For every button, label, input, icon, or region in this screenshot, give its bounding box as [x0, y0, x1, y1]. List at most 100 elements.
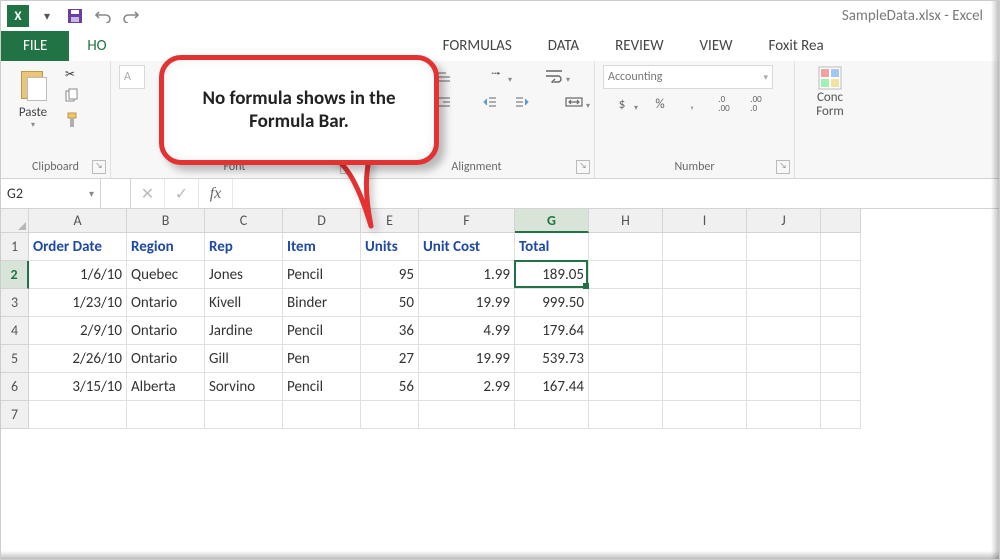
row-header[interactable]: 2 — [1, 261, 29, 289]
wrap-text-icon[interactable] — [535, 65, 573, 87]
cell[interactable] — [589, 261, 663, 289]
tab-foxit[interactable]: Foxit Rea — [751, 31, 842, 61]
cell[interactable]: Rep — [205, 233, 283, 261]
column-header[interactable] — [821, 209, 861, 233]
row-header[interactable]: 3 — [1, 289, 29, 317]
cell[interactable] — [663, 261, 747, 289]
tab-review[interactable]: REVIEW — [597, 31, 681, 61]
save-icon[interactable] — [61, 4, 89, 28]
tab-home[interactable]: HO — [69, 31, 124, 61]
cell[interactable]: Order Date — [29, 233, 127, 261]
cell[interactable] — [747, 401, 821, 429]
font-icon[interactable]: A — [119, 65, 145, 89]
cell[interactable]: Binder — [283, 289, 361, 317]
cell[interactable]: 95 — [361, 261, 419, 289]
cell[interactable]: 19.99 — [419, 345, 515, 373]
column-header[interactable]: G — [515, 209, 589, 233]
cell[interactable]: 19.99 — [419, 289, 515, 317]
cell[interactable]: 179.64 — [515, 317, 589, 345]
cell[interactable]: 999.50 — [515, 289, 589, 317]
number-format-select[interactable]: Accounting ▾ — [603, 65, 773, 89]
cell[interactable]: Ontario — [127, 345, 205, 373]
cell[interactable] — [589, 317, 663, 345]
tab-data[interactable]: DATA — [530, 31, 597, 61]
cell[interactable] — [205, 401, 283, 429]
cell[interactable]: Ontario — [127, 289, 205, 317]
cell[interactable] — [589, 289, 663, 317]
clipboard-launcher-icon[interactable]: ↘ — [92, 160, 106, 174]
cell[interactable] — [663, 289, 747, 317]
format-painter-icon[interactable] — [65, 112, 79, 132]
cell[interactable]: 50 — [361, 289, 419, 317]
column-header[interactable]: A — [29, 209, 127, 233]
cell[interactable]: Pencil — [283, 373, 361, 401]
cell[interactable] — [821, 317, 861, 345]
orientation-icon[interactable]: ⭬ — [477, 65, 515, 87]
cell[interactable]: 539.73 — [515, 345, 589, 373]
cell[interactable]: 1.99 — [419, 261, 515, 289]
cell[interactable]: 167.44 — [515, 373, 589, 401]
cell[interactable]: Kivell — [205, 289, 283, 317]
cell[interactable]: Quebec — [127, 261, 205, 289]
cell[interactable] — [747, 345, 821, 373]
cell[interactable]: 2/9/10 — [29, 317, 127, 345]
cell[interactable] — [283, 401, 361, 429]
cell[interactable] — [663, 401, 747, 429]
cell[interactable] — [747, 233, 821, 261]
select-all-corner[interactable] — [1, 209, 29, 233]
paste-dropdown-icon[interactable]: ▾ — [31, 120, 35, 130]
row-header[interactable]: 1 — [1, 233, 29, 261]
cell[interactable] — [589, 401, 663, 429]
cell[interactable] — [821, 261, 861, 289]
cell[interactable] — [821, 373, 861, 401]
row-header[interactable]: 4 — [1, 317, 29, 345]
cell[interactable]: Pencil — [283, 317, 361, 345]
cell[interactable]: Unit Cost — [419, 233, 515, 261]
increase-decimal-icon[interactable]: .0.00 — [711, 93, 737, 115]
cancel-icon[interactable]: ✕ — [131, 179, 165, 208]
cell[interactable] — [663, 373, 747, 401]
cell[interactable]: Jardine — [205, 317, 283, 345]
decrease-indent-icon[interactable] — [477, 91, 503, 113]
cell[interactable]: 1/23/10 — [29, 289, 127, 317]
undo-icon[interactable] — [89, 4, 117, 28]
percent-style-icon[interactable]: % — [647, 93, 673, 115]
cell[interactable] — [515, 401, 589, 429]
cell[interactable]: 36 — [361, 317, 419, 345]
cell[interactable]: 4.99 — [419, 317, 515, 345]
cell[interactable] — [747, 373, 821, 401]
cell[interactable] — [747, 261, 821, 289]
cell[interactable]: 3/15/10 — [29, 373, 127, 401]
cell[interactable]: Pen — [283, 345, 361, 373]
cell[interactable]: Region — [127, 233, 205, 261]
cell[interactable] — [821, 233, 861, 261]
cell[interactable]: 189.05 — [515, 261, 589, 289]
qat-dropdown-icon[interactable]: ▾ — [33, 4, 61, 28]
accounting-format-icon[interactable]: $ — [603, 93, 641, 115]
cell[interactable] — [821, 289, 861, 317]
cell[interactable] — [821, 345, 861, 373]
cell[interactable]: Jones — [205, 261, 283, 289]
column-header[interactable]: F — [419, 209, 515, 233]
name-box-dropdown-icon[interactable]: ▾ — [89, 187, 94, 200]
cell[interactable] — [663, 345, 747, 373]
cell[interactable] — [663, 317, 747, 345]
redo-icon[interactable] — [117, 4, 145, 28]
increase-indent-icon[interactable] — [509, 91, 535, 113]
cell[interactable] — [589, 233, 663, 261]
decrease-decimal-icon[interactable]: .00.0 — [743, 93, 769, 115]
cell[interactable]: 1/6/10 — [29, 261, 127, 289]
cell[interactable]: Sorvino — [205, 373, 283, 401]
name-box[interactable]: G2 ▾ — [1, 179, 101, 208]
cell[interactable]: 27 — [361, 345, 419, 373]
tab-view[interactable]: VIEW — [682, 31, 751, 61]
cell[interactable] — [821, 401, 861, 429]
column-header[interactable]: C — [205, 209, 283, 233]
enter-icon[interactable]: ✓ — [165, 179, 199, 208]
insert-function-icon[interactable]: fx — [199, 179, 233, 208]
cell[interactable] — [361, 401, 419, 429]
cell[interactable] — [589, 373, 663, 401]
cell[interactable]: 2/26/10 — [29, 345, 127, 373]
merge-center-icon[interactable] — [555, 91, 593, 113]
cell[interactable] — [747, 317, 821, 345]
